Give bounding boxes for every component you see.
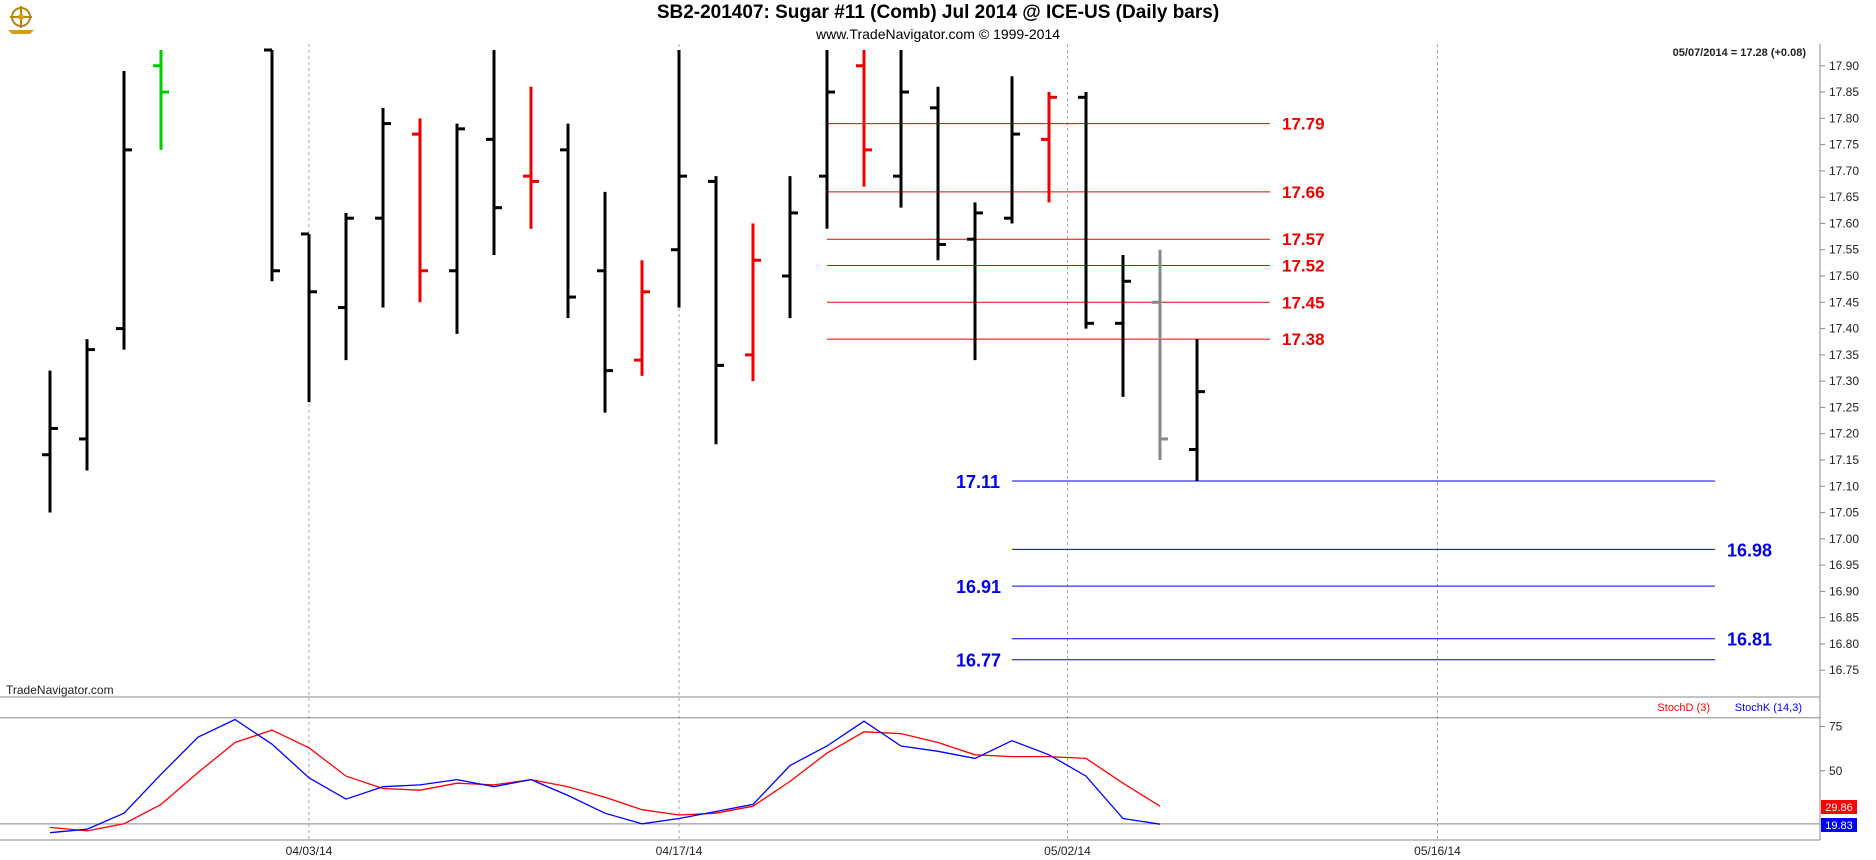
y-tick-label: 17.05	[1829, 506, 1859, 520]
ohlc-bar	[412, 118, 428, 303]
y-tick-label: 16.75	[1829, 663, 1859, 677]
support-label: 16.91	[956, 577, 1001, 597]
stoch-series-line	[49, 718, 1161, 834]
support-label: 16.81	[1727, 630, 1772, 650]
y-tick-label: 17.00	[1829, 532, 1859, 546]
y-tick-label: 16.90	[1829, 584, 1859, 598]
ohlc-bar	[671, 50, 687, 308]
trade-navigator-logo	[4, 3, 38, 40]
watermark-label: TradeNavigator.com	[6, 683, 114, 697]
ohlc-bar	[1078, 92, 1094, 329]
ohlc-bar	[1004, 76, 1020, 224]
ohlc-bar	[264, 48, 280, 282]
stochastic-reference-lines	[0, 717, 1820, 825]
support-label: 16.77	[956, 651, 1001, 671]
y-tick-label: 17.60	[1829, 216, 1859, 230]
y-tick-label: 16.85	[1829, 611, 1859, 625]
ohlc-bar	[1041, 92, 1057, 203]
y-tick-label: 17.75	[1829, 138, 1859, 152]
ohlc-bar	[301, 232, 317, 403]
ohlc-bar	[708, 176, 724, 445]
stoch-tick-label: 75	[1829, 720, 1843, 734]
ohlc-bar	[449, 123, 465, 334]
chart-title: SB2-201407: Sugar #11 (Comb) Jul 2014 @ …	[656, 2, 1220, 23]
stochk-last-badge-bg	[1821, 818, 1857, 832]
y-tick-label: 17.70	[1829, 164, 1859, 178]
x-tick-label: 04/17/14	[656, 844, 703, 858]
y-tick-label: 17.55	[1829, 243, 1859, 257]
ohlc-bar	[42, 370, 58, 513]
ohlc-bar	[1115, 254, 1131, 397]
ohlc-bar	[745, 223, 761, 382]
support-label: 17.11	[956, 472, 1000, 492]
ohlc-bar	[560, 123, 576, 319]
ohlc-bar	[819, 50, 835, 229]
x-tick-label: 04/03/14	[286, 844, 333, 858]
stoch-series-line	[49, 729, 1161, 832]
y-tick-label: 17.25	[1829, 400, 1859, 414]
ohlc-bar	[634, 260, 650, 376]
stoch-tick-label: 50	[1829, 764, 1843, 778]
y-tick-label: 17.80	[1829, 111, 1859, 125]
y-tick-label: 17.50	[1829, 269, 1859, 283]
resistance-label: 17.52	[1282, 257, 1325, 276]
ohlc-bar	[486, 50, 502, 255]
level-lines: 17.79 17.66 17.57 17.52 17.45 17.38 17.11 16.98…	[827, 115, 1772, 671]
ohlc-bar	[597, 191, 613, 413]
stochd-last-badge-bg	[1821, 800, 1857, 814]
y-tick-label: 17.15	[1829, 453, 1859, 467]
last-quote-label: 05/07/2014 = 17.28 (+0.08)	[1673, 47, 1807, 59]
stochastic-lines	[49, 718, 1161, 834]
y-tick-label: 17.45	[1829, 295, 1859, 309]
chart-subtitle: www.TradeNavigator.com © 1999-2014	[815, 26, 1061, 42]
x-tick-label: 05/16/14	[1414, 844, 1461, 858]
resistance-label: 17.79	[1282, 115, 1325, 134]
stochk-last-badge: 19.83	[1825, 820, 1853, 832]
main-plot-area	[1, 44, 1818, 698]
y-tick-label: 17.40	[1829, 322, 1859, 336]
y-tick-label: 17.10	[1829, 479, 1859, 493]
y-tick-label: 16.80	[1829, 637, 1859, 651]
ohlc-bar	[338, 212, 354, 361]
ohlc-bar	[79, 339, 95, 471]
ohlc-bar	[153, 50, 169, 150]
stochd-last-badge: 29.86	[1825, 802, 1853, 814]
x-tick-label: 05/02/14	[1044, 844, 1091, 858]
ohlc-bar	[893, 50, 909, 208]
resistance-label: 17.66	[1282, 183, 1325, 202]
ohlc-bar	[1189, 339, 1205, 482]
ohlc-bar	[856, 50, 872, 187]
ohlc-bar	[523, 86, 539, 229]
y-tick-label: 16.95	[1829, 558, 1859, 572]
y-tick-label: 17.65	[1829, 190, 1859, 204]
y-tick-label: 17.20	[1829, 427, 1859, 441]
resistance-label: 17.57	[1282, 230, 1325, 249]
y-tick-label: 17.85	[1829, 85, 1859, 99]
support-label: 16.98	[1727, 540, 1772, 560]
ohlc-bar	[116, 71, 132, 350]
resistance-label: 17.45	[1282, 293, 1325, 312]
price-bars	[42, 48, 1205, 513]
stochd-legend: StochD (3)	[1657, 702, 1710, 714]
y-tick-label: 17.90	[1829, 59, 1859, 73]
ohlc-bar	[967, 202, 983, 361]
stochk-legend: StochK (14,3)	[1735, 702, 1802, 714]
resistance-label: 17.38	[1282, 330, 1325, 349]
ohlc-bar	[930, 86, 946, 261]
y-tick-label: 17.35	[1829, 348, 1859, 362]
time-axis: 04/03/14 04/17/14 05/02/14 05/16/14	[286, 844, 1462, 858]
y-tick-label: 17.30	[1829, 374, 1859, 388]
ohlc-bar	[782, 176, 798, 319]
stochastic-axis: 75 50	[1820, 720, 1843, 778]
ohlc-bar	[375, 107, 391, 308]
ohlc-bar	[1152, 249, 1168, 460]
price-axis: 17.90 17.85 17.80 17.75 17.70 17.65 17.60 17.55…	[1820, 59, 1859, 677]
